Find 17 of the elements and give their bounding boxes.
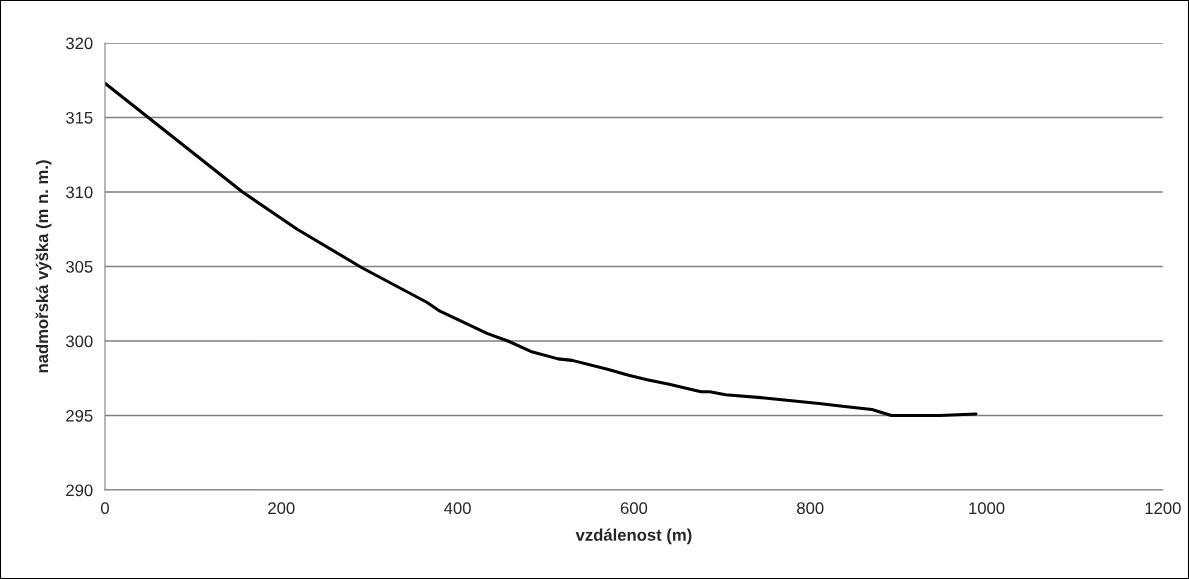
x-tick-label: 1000: [969, 502, 1005, 515]
x-axis-title: vzdálenost (m): [575, 528, 692, 545]
y-tick-label: 300: [66, 335, 93, 348]
y-tick-label: 310: [66, 186, 93, 199]
y-tick-label: 290: [66, 484, 93, 497]
y-tick-label: 295: [66, 409, 93, 422]
y-tick-label: 315: [66, 111, 93, 124]
line-series: [104, 81, 978, 418]
y-tick-label: 320: [66, 37, 93, 50]
x-tick-label: 1200: [1145, 502, 1181, 515]
x-tick-label: 0: [101, 502, 109, 515]
x-tick-label: 600: [620, 502, 648, 515]
y-tick-label: 305: [66, 260, 93, 273]
x-tick-label: 200: [268, 502, 295, 515]
x-tick-label: 400: [444, 502, 471, 515]
x-tick-label: 800: [797, 502, 824, 515]
y-axis-title: nadmořská výška (m n. m.): [35, 160, 52, 373]
